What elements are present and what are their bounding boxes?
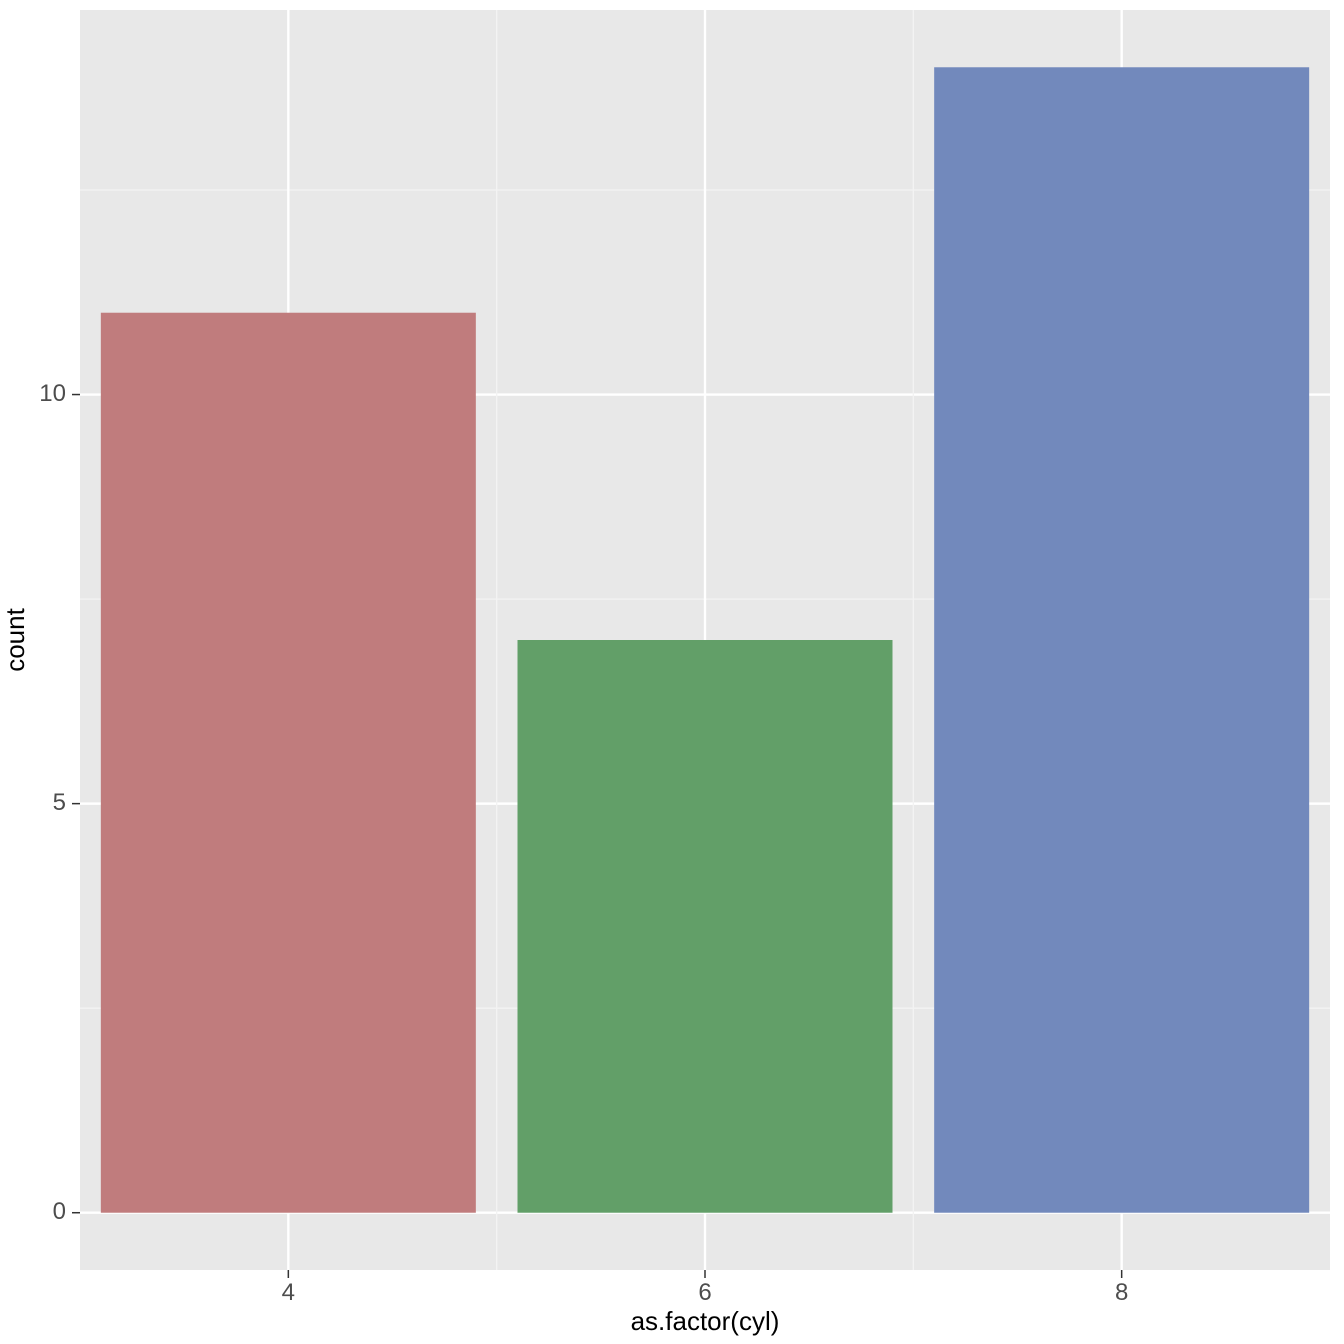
bar	[934, 67, 1309, 1212]
x-tick-label: 8	[1115, 1279, 1128, 1306]
x-tick-label: 4	[282, 1279, 295, 1306]
y-tick-label: 10	[39, 380, 66, 407]
y-tick-label: 0	[53, 1198, 66, 1225]
bar	[518, 640, 893, 1213]
bar-chart: 0 5 10 4 6 8 as.factor(cyl) count	[0, 0, 1344, 1344]
bar	[101, 313, 476, 1213]
y-tick-label: 5	[53, 789, 66, 816]
x-tick-label: 6	[698, 1279, 711, 1306]
chart-svg: 0 5 10 4 6 8 as.factor(cyl) count	[0, 0, 1344, 1344]
x-axis-title: as.factor(cyl)	[631, 1306, 780, 1336]
y-axis-title: count	[0, 607, 30, 671]
